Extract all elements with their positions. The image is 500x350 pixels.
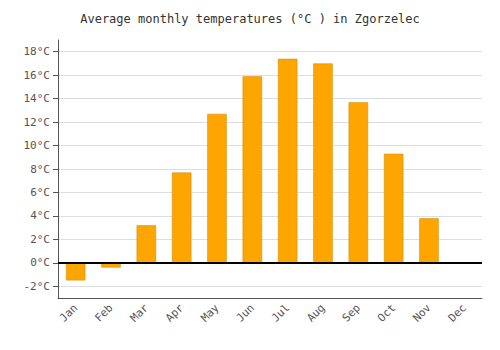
svg-text:-2°C: -2°C (24, 280, 51, 293)
svg-text:Jul: Jul (269, 301, 292, 324)
svg-text:Sep: Sep (340, 301, 363, 324)
svg-text:May: May (198, 301, 221, 324)
svg-text:10°C: 10°C (24, 139, 51, 152)
svg-text:0°C: 0°C (30, 256, 50, 269)
svg-text:Mar: Mar (128, 301, 151, 324)
svg-text:Average monthly temperatures (: Average monthly temperatures (°C ) in Zg… (80, 12, 420, 26)
svg-text:Nov: Nov (410, 301, 433, 324)
svg-text:Jan: Jan (57, 301, 80, 324)
svg-text:Feb: Feb (92, 301, 115, 324)
svg-text:6°C: 6°C (30, 186, 50, 199)
svg-text:2°C: 2°C (30, 233, 50, 246)
svg-text:8°C: 8°C (30, 163, 50, 176)
svg-text:18°C: 18°C (24, 45, 51, 58)
svg-text:12°C: 12°C (24, 116, 51, 129)
svg-text:Apr: Apr (163, 301, 186, 324)
svg-text:14°C: 14°C (24, 92, 51, 105)
svg-text:Aug: Aug (304, 301, 327, 324)
svg-text:16°C: 16°C (24, 69, 51, 82)
svg-text:Dec: Dec (446, 301, 469, 324)
svg-text:4°C: 4°C (30, 209, 50, 222)
svg-text:Oct: Oct (375, 301, 398, 324)
svg-text:Jun: Jun (234, 301, 257, 324)
